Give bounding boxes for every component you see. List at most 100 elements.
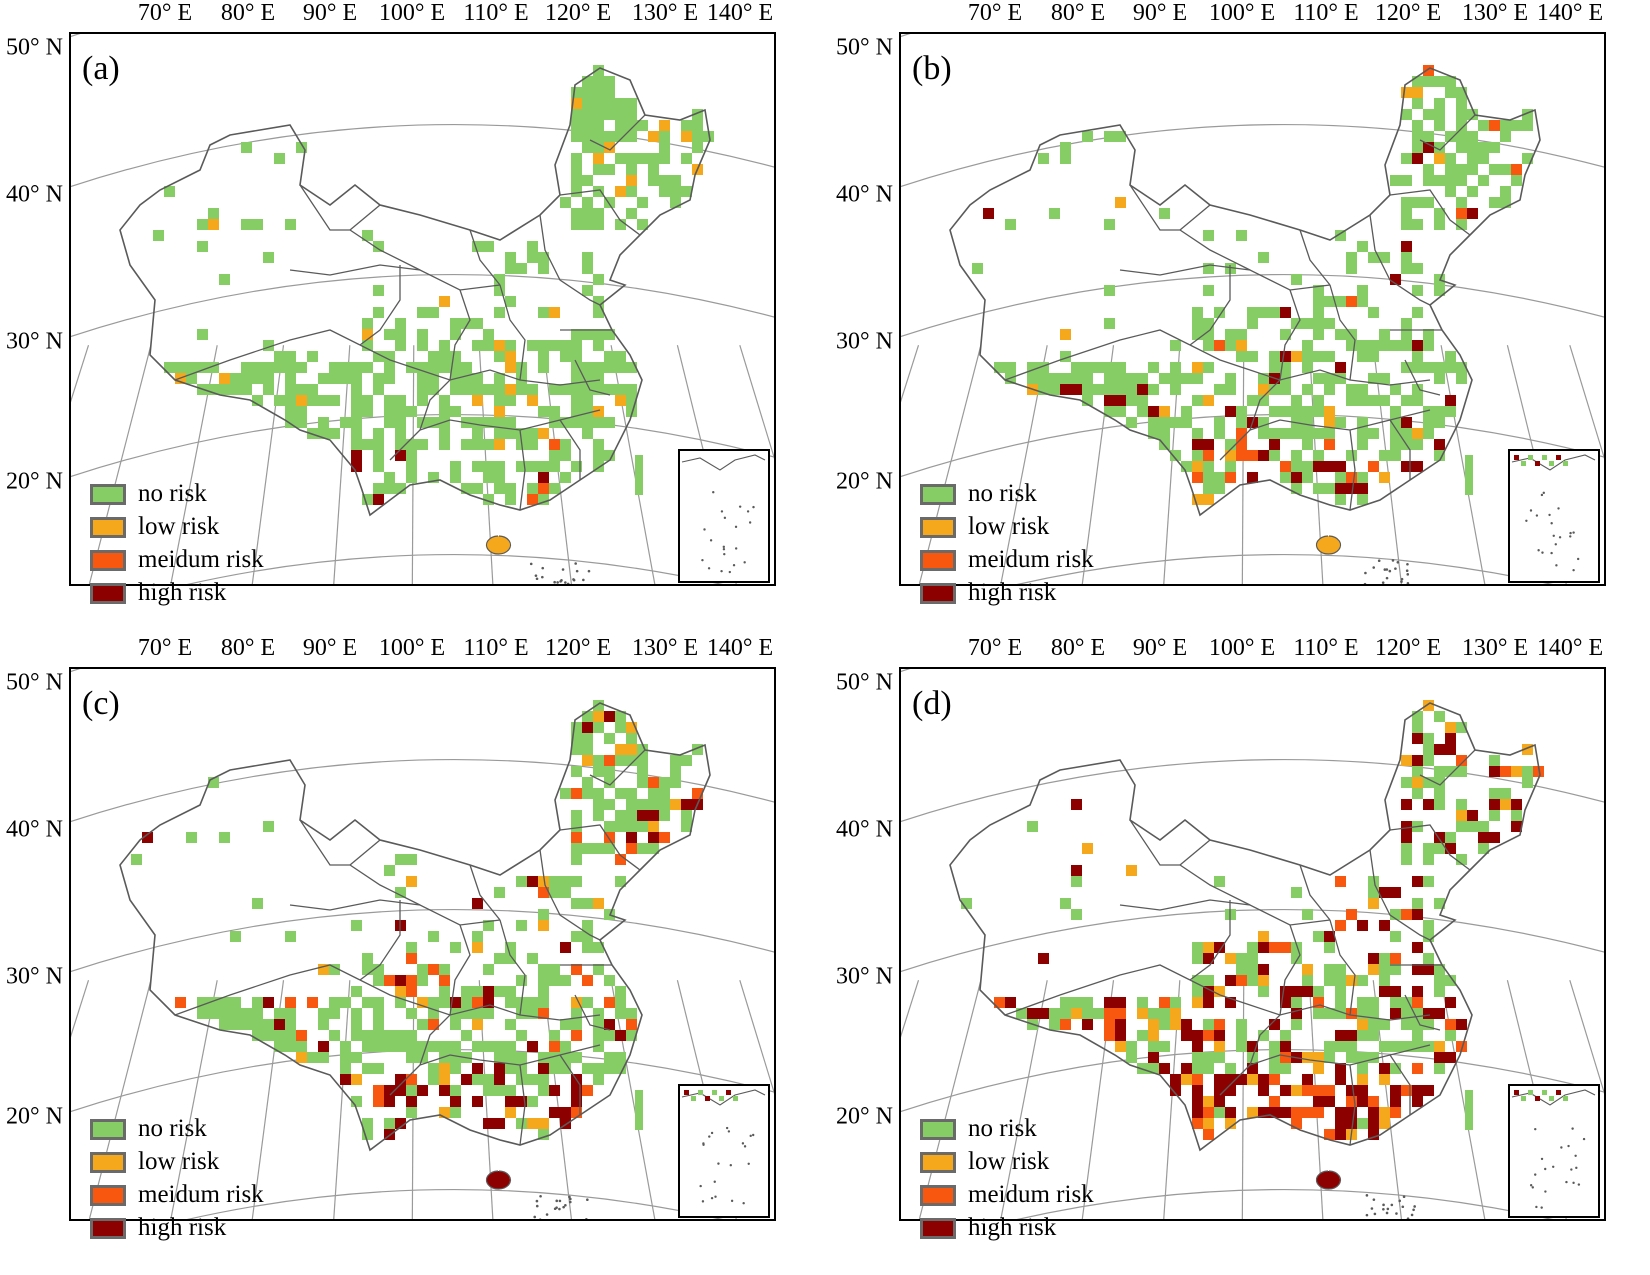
risk-cell <box>582 406 593 417</box>
risk-cell <box>593 1019 604 1030</box>
risk-cell <box>296 142 307 153</box>
risk-cell <box>1390 1085 1401 1096</box>
risk-cell <box>373 1096 384 1107</box>
island-dot <box>587 569 591 573</box>
risk-cell <box>527 1096 538 1107</box>
risk-cell <box>417 373 428 384</box>
risk-cell <box>472 395 483 406</box>
risk-cell <box>1192 373 1203 384</box>
risk-cell <box>1258 1107 1269 1118</box>
risk-cell <box>1049 373 1060 384</box>
island-dot <box>1365 1213 1369 1217</box>
risk-cell <box>659 131 670 142</box>
risk-cell <box>571 384 582 395</box>
risk-cell <box>626 810 637 821</box>
risk-cell <box>1500 164 1511 175</box>
risk-cell <box>593 766 604 777</box>
risk-cell <box>604 1063 615 1074</box>
risk-cell <box>1115 395 1126 406</box>
risk-cell <box>241 373 252 384</box>
risk-cell <box>1247 975 1258 986</box>
risk-cell <box>1324 373 1335 384</box>
risk-cell <box>384 417 395 428</box>
risk-cell <box>1082 843 1093 854</box>
risk-cell <box>681 821 692 832</box>
risk-cell <box>241 219 252 230</box>
risk-cell <box>1060 153 1071 164</box>
risk-cell <box>505 252 516 263</box>
risk-cell <box>494 395 505 406</box>
risk-cell <box>571 1107 582 1118</box>
risk-cell <box>538 986 549 997</box>
risk-cell <box>1401 1041 1412 1052</box>
risk-cell <box>593 1074 604 1085</box>
risk-cell <box>615 351 626 362</box>
risk-cell <box>1236 1030 1247 1041</box>
risk-cell <box>571 854 582 865</box>
risk-cell <box>1522 766 1533 777</box>
risk-cell <box>582 733 593 744</box>
risk-cell <box>472 1063 483 1074</box>
risk-cell <box>1412 1063 1423 1074</box>
risk-cell <box>1214 472 1225 483</box>
risk-cell <box>1467 810 1478 821</box>
risk-cell <box>1412 439 1423 450</box>
province-border <box>1404 994 1441 1031</box>
risk-cell <box>1170 450 1181 461</box>
risk-cell <box>1335 472 1346 483</box>
risk-cell <box>439 964 450 975</box>
risk-cell <box>318 428 329 439</box>
risk-cell <box>1335 296 1346 307</box>
risk-cell <box>549 1052 560 1063</box>
risk-cell <box>406 450 417 461</box>
longitude-gridline <box>333 980 351 1220</box>
risk-cell <box>241 1008 252 1019</box>
risk-cell <box>582 362 593 373</box>
risk-cell <box>1115 406 1126 417</box>
risk-cell <box>615 744 626 755</box>
risk-cell <box>1126 865 1137 876</box>
risk-cell <box>1313 1107 1324 1118</box>
risk-cell <box>549 340 560 351</box>
risk-cell <box>516 428 527 439</box>
risk-cell <box>1423 1019 1434 1030</box>
risk-cell <box>604 98 615 109</box>
risk-cell <box>197 362 208 373</box>
risk-cell <box>1126 395 1137 406</box>
risk-cell <box>615 711 626 722</box>
risk-cell <box>1269 1063 1280 1074</box>
risk-cell <box>1159 208 1170 219</box>
risk-cell <box>197 241 208 252</box>
risk-cell <box>252 362 263 373</box>
risk-cell <box>571 876 582 887</box>
risk-cell <box>208 362 219 373</box>
risk-cell <box>571 1008 582 1019</box>
legend-label: high risk <box>138 579 227 606</box>
province-border <box>1249 409 1431 431</box>
risk-cell <box>1401 755 1412 766</box>
panel-label: (d) <box>912 685 952 722</box>
risk-cell <box>483 384 494 395</box>
risk-cell <box>1456 120 1467 131</box>
risk-cell <box>1335 494 1346 505</box>
risk-cell <box>1214 1052 1225 1063</box>
latitude-label: 20° N <box>836 1103 893 1130</box>
risk-cell <box>1390 417 1401 428</box>
risk-cell <box>241 384 252 395</box>
risk-cell <box>395 340 406 351</box>
risk-cell <box>527 1041 538 1052</box>
risk-cell <box>252 1019 263 1030</box>
risk-cell <box>1346 975 1357 986</box>
risk-cell <box>1379 340 1390 351</box>
risk-cell <box>1170 373 1181 384</box>
province-border <box>1329 919 1356 1016</box>
risk-cell <box>571 821 582 832</box>
risk-cell <box>1423 65 1434 76</box>
risk-cell <box>1060 351 1071 362</box>
risk-cell <box>571 120 582 131</box>
risk-cell <box>593 76 604 87</box>
risk-cell <box>1379 1118 1390 1129</box>
risk-cell <box>582 120 593 131</box>
risk-cell <box>1357 920 1368 931</box>
risk-cell <box>274 153 285 164</box>
